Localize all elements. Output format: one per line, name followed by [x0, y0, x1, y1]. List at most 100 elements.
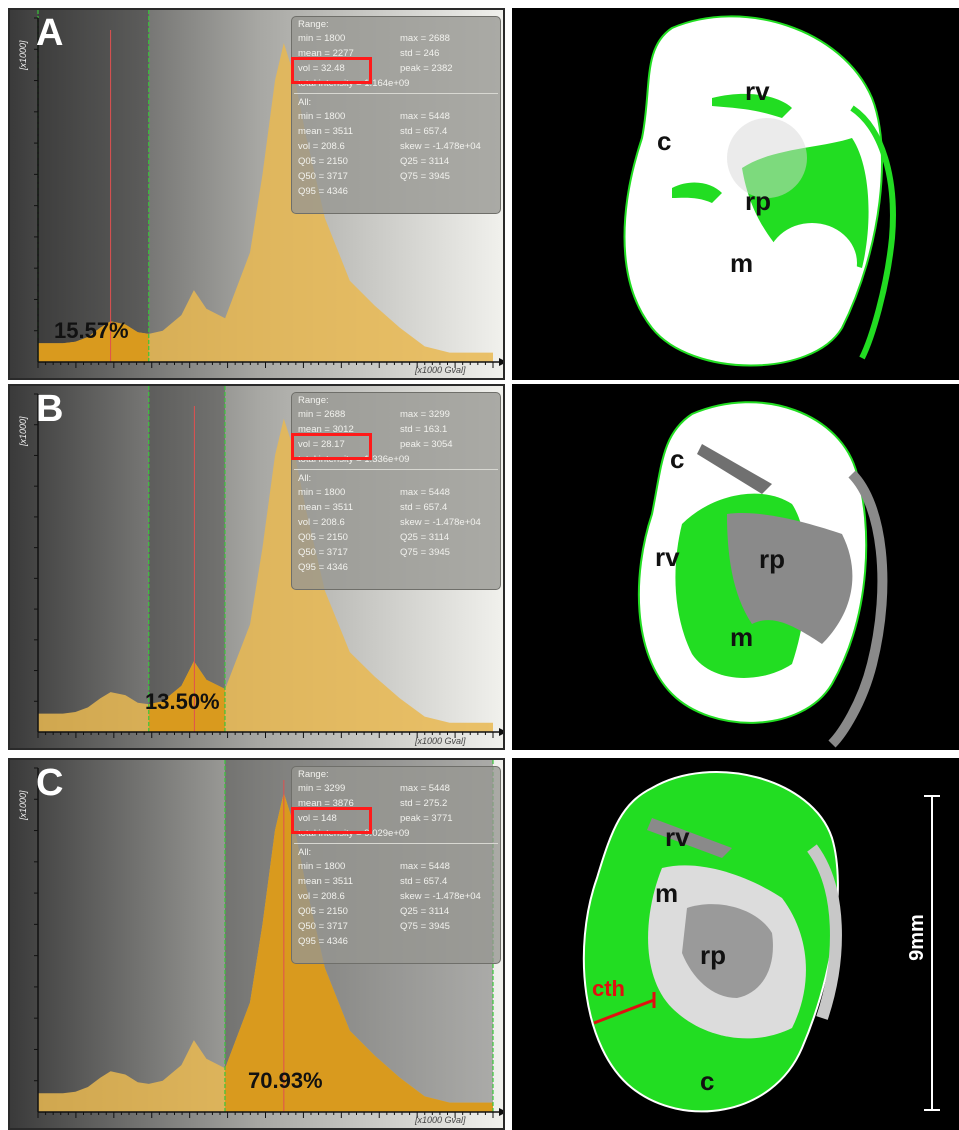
histogram-selected-area — [148, 661, 225, 732]
range-std: std = 246 — [400, 48, 440, 59]
label-m: m — [655, 878, 679, 908]
all-min: min = 1800 — [298, 861, 346, 872]
range-title: Range: — [298, 19, 329, 30]
kidney-c-svg — [582, 771, 940, 1113]
all-title: All: — [298, 473, 312, 484]
range-title: Range: — [298, 769, 329, 780]
vol-highlight-box — [291, 807, 372, 834]
scale-bar-label: 9mm — [905, 914, 928, 961]
label-rv: rv — [745, 76, 770, 106]
label-m: m — [730, 622, 754, 652]
percent-label: 15.57% — [54, 318, 129, 343]
x-axis-arrow — [499, 728, 503, 736]
y-axis-label: [x1000] — [18, 416, 28, 446]
range-mean: mean = 3876 — [298, 798, 354, 809]
label-rv: rv — [665, 822, 690, 852]
kidney-image-c: rv m rp c cth 9mm — [512, 758, 959, 1130]
label-rp: rp — [700, 940, 726, 970]
all-min: min = 1800 — [298, 111, 346, 122]
all-q05: Q05 = 2150 — [298, 156, 348, 167]
all-q95: Q95 = 4346 — [298, 562, 348, 573]
all-mean: mean = 3511 — [298, 126, 354, 137]
x-axis-label: [x1000 Gval] — [415, 365, 466, 375]
all-q95: Q95 = 4346 — [298, 936, 348, 947]
all-mean: mean = 3511 — [298, 876, 354, 887]
label-c: c — [657, 126, 672, 156]
all-q05: Q05 = 2150 — [298, 906, 348, 917]
range-peak: peak = 2382 — [400, 63, 453, 74]
panel-letter: A — [36, 12, 64, 54]
x-axis-label: [x1000 Gval] — [415, 736, 466, 746]
vol-highlight-box — [291, 433, 372, 460]
all-mean: mean = 3511 — [298, 502, 354, 513]
range-std: std = 275.2 — [400, 798, 448, 809]
all-q75: Q75 = 3945 — [400, 921, 450, 932]
range-max: max = 3299 — [400, 409, 450, 420]
label-rp: rp — [759, 544, 785, 574]
all-q50: Q50 = 3717 — [298, 547, 348, 558]
histogram-c: [x1000] C 70.93% [x1000 Gval] Range: min… — [8, 758, 505, 1130]
all-std: std = 657.4 — [400, 876, 448, 887]
all-max: max = 5448 — [400, 487, 450, 498]
all-q25: Q25 = 3114 — [400, 906, 450, 917]
kidney-image-a: rv c rp m — [512, 8, 959, 380]
all-vol: vol = 208.6 — [298, 891, 345, 902]
label-cth: cth — [592, 976, 625, 1001]
histogram-selected-area — [38, 321, 149, 362]
selected-range-shade — [38, 10, 149, 362]
kidney-a-svg — [623, 15, 896, 367]
all-q50: Q50 = 3717 — [298, 921, 348, 932]
label-rv: rv — [655, 542, 680, 572]
range-std: std = 163.1 — [400, 424, 448, 435]
stats-box: Range: min = 3299 max = 5448 mean = 3876 s… — [291, 766, 501, 964]
label-m: m — [730, 248, 754, 278]
selected-range-shade — [148, 386, 225, 732]
label-c: c — [670, 444, 685, 474]
all-std: std = 657.4 — [400, 126, 448, 137]
range-title: Range: — [298, 395, 329, 406]
all-max: max = 5448 — [400, 861, 450, 872]
all-q05: Q05 = 2150 — [298, 532, 348, 543]
x-axis-arrow — [499, 1108, 503, 1116]
label-c: c — [700, 1066, 715, 1096]
x-axis-label: [x1000 Gval] — [415, 1115, 466, 1125]
range-mean: mean = 3012 — [298, 424, 354, 435]
panel-letter: C — [36, 762, 64, 804]
range-min: min = 3299 — [298, 783, 346, 794]
range-max: max = 5448 — [400, 783, 450, 794]
all-title: All: — [298, 97, 312, 108]
panel-b: [x1000] B 13.50% [x1000 Gval] Range: min… — [0, 384, 959, 750]
kidney-b-svg — [637, 401, 888, 748]
panel-letter: B — [36, 388, 64, 430]
histogram-a: [x1000] A 15.57% [x1000 Gval] Range: min… — [8, 8, 505, 380]
all-q25: Q25 = 3114 — [400, 156, 450, 167]
range-peak: peak = 3054 — [400, 439, 453, 450]
all-skew: skew = -1.478e+04 — [400, 517, 481, 528]
x-axis-arrow — [499, 358, 503, 366]
all-std: std = 657.4 — [400, 502, 448, 513]
range-min: min = 1800 — [298, 33, 346, 44]
range-vol: vol = 32.48 — [298, 63, 345, 74]
all-q75: Q75 = 3945 — [400, 547, 450, 558]
panel-c: [x1000] C 70.93% [x1000 Gval] Range: min… — [0, 758, 959, 1130]
y-axis-label: [x1000] — [18, 40, 28, 70]
vol-highlight-box — [291, 57, 372, 84]
all-skew: skew = -1.478e+04 — [400, 891, 481, 902]
all-q50: Q50 = 3717 — [298, 171, 348, 182]
label-rp: rp — [745, 186, 771, 216]
all-q25: Q25 = 3114 — [400, 532, 450, 543]
histogram-area — [38, 418, 493, 732]
all-title: All: — [298, 847, 312, 858]
all-vol: vol = 208.6 — [298, 517, 345, 528]
stats-box: Range: min = 2688 max = 3299 mean = 3012 s… — [291, 392, 501, 590]
panel-a: [x1000] A 15.57% [x1000 Gval] Range: min… — [0, 8, 959, 380]
all-min: min = 1800 — [298, 487, 346, 498]
y-axis-label: [x1000] — [18, 790, 28, 820]
all-skew: skew = -1.478e+04 — [400, 141, 481, 152]
all-q95: Q95 = 4346 — [298, 186, 348, 197]
range-peak: peak = 3771 — [400, 813, 453, 824]
all-max: max = 5448 — [400, 111, 450, 122]
histogram-b: [x1000] B 13.50% [x1000 Gval] Range: min… — [8, 384, 505, 750]
all-q75: Q75 = 3945 — [400, 171, 450, 182]
histogram-area — [38, 43, 493, 362]
